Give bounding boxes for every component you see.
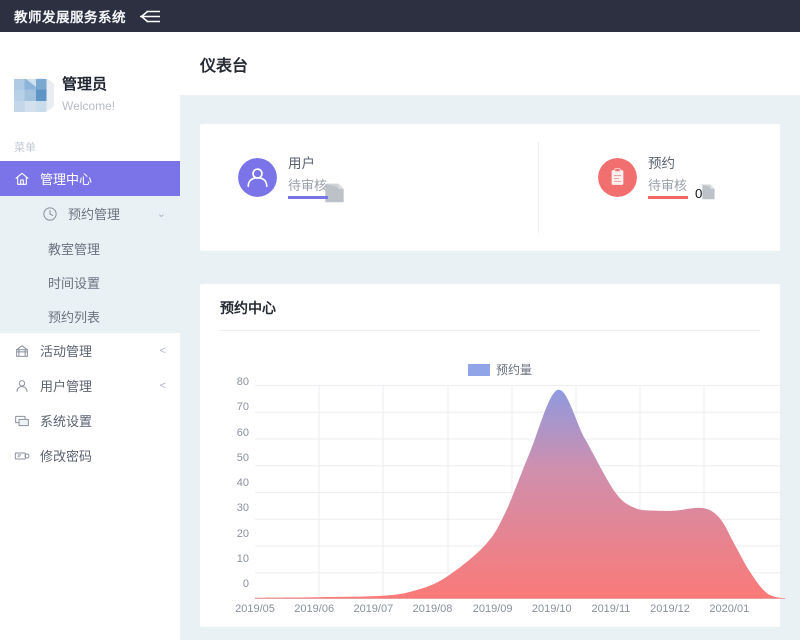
svg-text:0: 0 — [695, 186, 702, 201]
